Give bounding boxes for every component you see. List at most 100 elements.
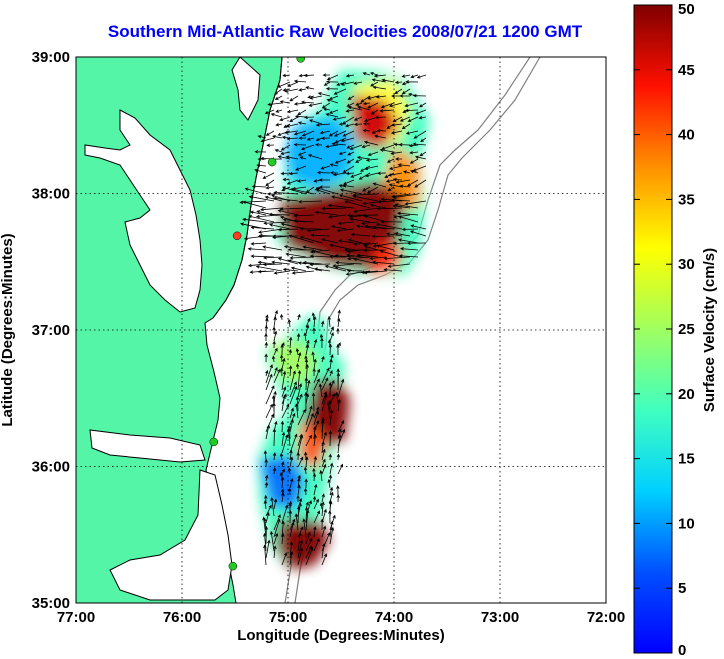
current-vector xyxy=(381,78,395,83)
current-vector xyxy=(362,128,371,133)
current-vector xyxy=(293,130,307,136)
colorbar-tick-label: 30 xyxy=(678,256,695,273)
current-vector xyxy=(277,155,291,160)
colorbar-tick-label: 0 xyxy=(678,642,686,659)
x-tick-labels: 77:00 76:00 75:00 74:00 73:00 72:00 xyxy=(57,609,625,626)
current-vector xyxy=(281,434,289,454)
current-vector xyxy=(297,408,306,426)
station-marker xyxy=(232,231,242,241)
current-vector xyxy=(389,165,403,170)
current-vector xyxy=(303,332,307,342)
current-vector xyxy=(380,219,403,224)
current-vector xyxy=(388,183,403,188)
current-vector xyxy=(269,530,275,552)
current-vector xyxy=(280,354,284,363)
current-vector xyxy=(304,115,315,120)
current-vector xyxy=(321,393,328,412)
current-vector xyxy=(385,179,395,183)
current-vector xyxy=(263,500,268,510)
current-vector xyxy=(373,74,387,78)
current-vector xyxy=(379,250,403,258)
current-vector xyxy=(331,142,347,146)
current-vector xyxy=(407,241,427,245)
current-vector xyxy=(305,324,310,335)
current-vector xyxy=(242,200,267,209)
current-vector xyxy=(321,367,330,384)
current-vector xyxy=(336,453,341,461)
current-vector xyxy=(420,137,427,143)
current-vector xyxy=(335,261,363,265)
current-vector xyxy=(361,144,371,149)
current-vector xyxy=(332,116,347,121)
current-vector xyxy=(333,130,347,137)
current-vector xyxy=(395,157,402,161)
current-vector xyxy=(375,95,387,99)
y-tick-label: 39:00 xyxy=(32,49,70,66)
current-vector xyxy=(398,238,419,244)
current-vector xyxy=(305,531,311,545)
current-vector xyxy=(325,113,339,118)
current-vector xyxy=(265,403,273,419)
current-vector xyxy=(358,172,371,180)
current-vector xyxy=(313,378,320,391)
current-vector xyxy=(280,476,285,489)
current-vector xyxy=(397,163,411,167)
current-vector xyxy=(297,313,301,321)
x-axis-title: Longitude (Degrees:Minutes) xyxy=(237,627,445,644)
current-vector xyxy=(337,318,341,328)
current-vector xyxy=(321,493,325,503)
current-vector xyxy=(329,243,355,251)
pamlico-sound xyxy=(109,469,233,601)
colorbar-tick-label: 25 xyxy=(678,321,695,338)
current-vector xyxy=(328,130,339,137)
current-vector xyxy=(302,518,307,538)
current-vector xyxy=(313,434,317,447)
current-vector xyxy=(318,178,331,182)
current-vector xyxy=(307,154,323,160)
current-vector xyxy=(329,486,334,496)
colorbar-tick-label: 20 xyxy=(678,386,695,403)
current-vector xyxy=(305,546,314,566)
current-vector xyxy=(279,472,284,482)
current-vector xyxy=(281,520,285,538)
current-vector xyxy=(408,143,419,148)
current-vector xyxy=(289,412,296,426)
current-vector xyxy=(286,428,291,447)
current-vector xyxy=(305,434,312,447)
current-vector xyxy=(311,250,339,258)
current-vector xyxy=(336,228,355,233)
current-vector xyxy=(296,494,300,502)
current-vector xyxy=(305,86,315,90)
current-vector xyxy=(377,200,395,204)
current-vector xyxy=(264,458,268,468)
current-vector xyxy=(313,368,321,384)
current-vector xyxy=(296,505,301,524)
current-vector xyxy=(297,539,303,559)
current-vector xyxy=(321,238,339,244)
current-vector xyxy=(270,113,283,118)
current-vector xyxy=(371,130,379,134)
current-vector xyxy=(299,227,323,231)
current-vector xyxy=(263,450,268,461)
current-vector xyxy=(328,474,333,482)
y-tick-labels: 35:00 36:00 37:00 38:00 39:00 xyxy=(32,49,70,612)
current-vector xyxy=(275,109,283,113)
current-vector xyxy=(329,369,333,377)
current-vector xyxy=(353,116,363,121)
colorbar-ticks: 0 5 10 15 20 25 30 35 40 45 50 xyxy=(634,1,695,659)
current-vector xyxy=(280,461,285,468)
current-vector xyxy=(263,532,267,552)
current-vector xyxy=(254,150,267,154)
current-vector xyxy=(321,419,325,440)
current-vector xyxy=(262,245,283,251)
current-vector xyxy=(379,148,395,153)
current-vector xyxy=(264,341,268,349)
current-vector xyxy=(279,452,284,461)
current-vector xyxy=(293,79,307,83)
current-vector xyxy=(374,115,387,120)
current-vector xyxy=(296,333,301,342)
current-vector xyxy=(340,137,355,143)
y-tick-label: 37:00 xyxy=(32,322,70,339)
current-vector xyxy=(280,488,285,496)
